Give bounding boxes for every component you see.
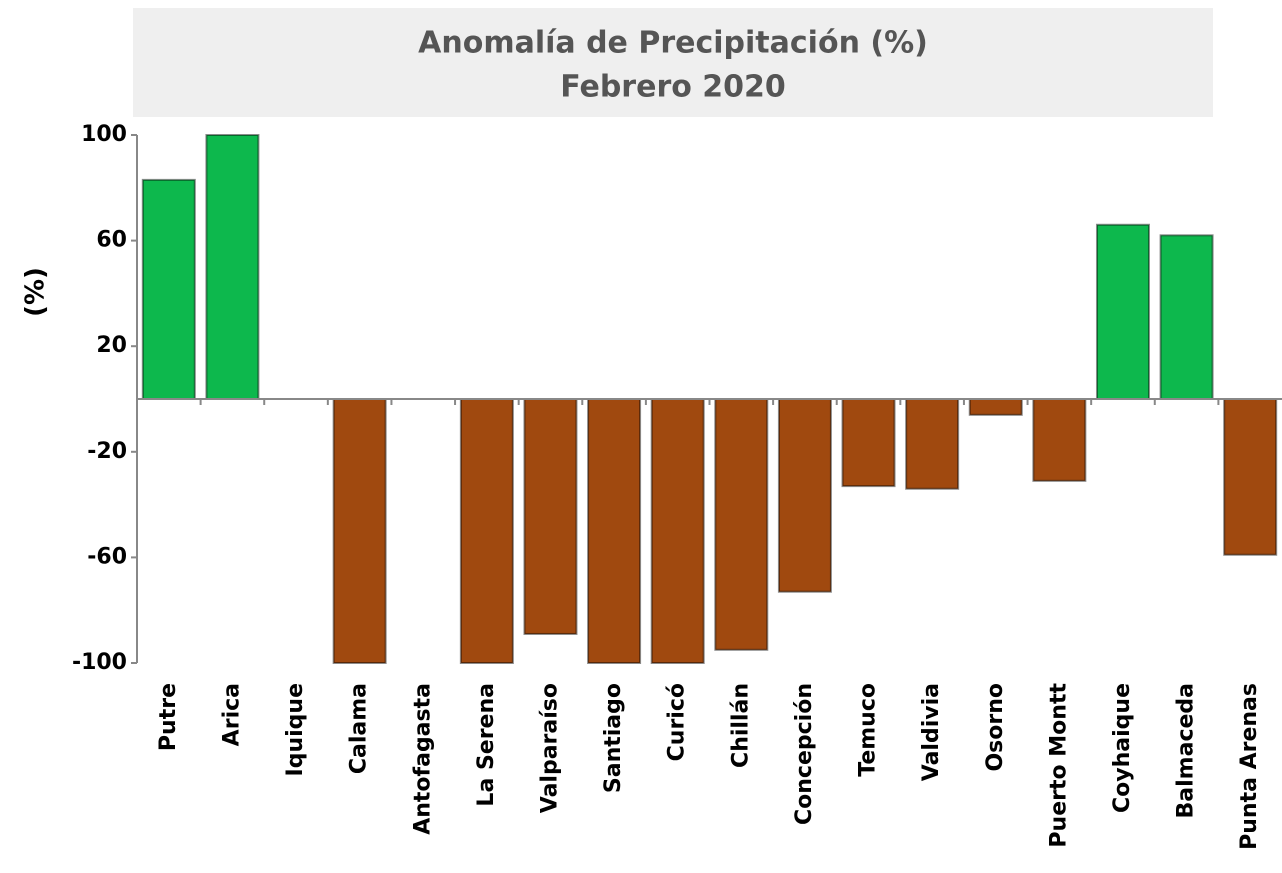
x-tick-label: Calama xyxy=(347,683,372,774)
bar xyxy=(523,398,578,635)
x-tick-label: Arica xyxy=(219,683,244,746)
bar xyxy=(459,398,514,664)
bar xyxy=(332,398,387,664)
bar xyxy=(205,134,260,400)
x-tick-label: Temuco xyxy=(856,683,881,777)
y-tick-label: 20 xyxy=(96,333,127,358)
x-tick-label: Concepción xyxy=(792,683,817,825)
x-tick-label: Curicó xyxy=(665,683,690,761)
y-tick-label: 100 xyxy=(81,122,127,147)
bar xyxy=(968,398,1023,416)
bar xyxy=(1159,234,1214,400)
x-tick-label: Osorno xyxy=(983,683,1008,772)
chart-title: Anomalía de Precipitación (%) xyxy=(418,26,928,61)
x-tick-label: Coyhaique xyxy=(1110,683,1135,813)
chart-subtitle: Febrero 2020 xyxy=(560,70,786,105)
bar xyxy=(1095,223,1150,400)
x-tick-label: Iquique xyxy=(283,683,308,776)
y-tick-label: -60 xyxy=(87,544,127,569)
y-tick-label: 60 xyxy=(96,228,127,253)
x-tick-label: Putre xyxy=(156,683,181,751)
bar xyxy=(650,398,705,664)
bar xyxy=(841,398,896,488)
x-tick-label: Chillán xyxy=(728,683,753,768)
bar xyxy=(141,178,196,400)
bar xyxy=(905,398,960,490)
bar xyxy=(777,398,832,593)
x-tick-label: Balmaceda xyxy=(1174,683,1199,818)
x-tick-label: Santiago xyxy=(601,683,626,793)
x-tick-label: La Serena xyxy=(474,683,499,807)
y-tick-label: -20 xyxy=(87,439,127,464)
x-tick-label: Valdivia xyxy=(919,683,944,781)
y-axis-label: (%) xyxy=(21,267,51,317)
bar xyxy=(714,398,769,651)
x-tick-label: Punta Arenas xyxy=(1237,683,1262,850)
title-box xyxy=(133,8,1213,117)
bar xyxy=(1223,398,1278,556)
x-tick-label: Puerto Montt xyxy=(1046,683,1071,848)
x-tick-label: Valparaíso xyxy=(537,683,562,813)
bar xyxy=(587,398,642,664)
y-tick-label: -100 xyxy=(72,650,127,675)
bar xyxy=(1032,398,1087,482)
x-tick-label: Antofagasta xyxy=(410,683,435,835)
